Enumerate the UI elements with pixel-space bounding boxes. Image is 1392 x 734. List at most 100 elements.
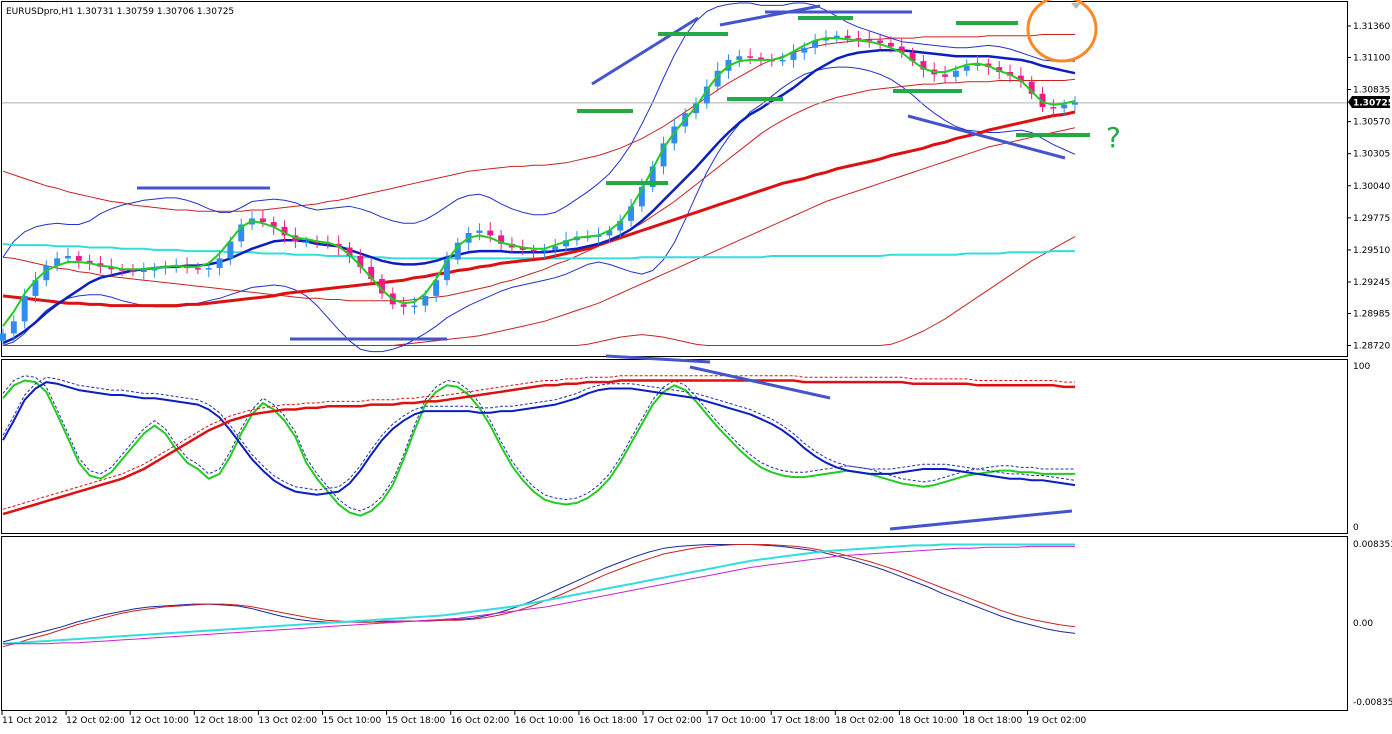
candle [64,248,71,264]
candle [1061,99,1068,116]
candle [920,55,927,78]
candle-body [1072,102,1078,105]
stoch-red-line [2,379,1075,516]
envelope-upper-line [2,34,1075,212]
candle-body [844,35,851,39]
stoch-green-signal-line [2,375,1075,512]
candle [909,47,916,66]
price-axis-label: 1.29775 [1353,214,1390,224]
candle [194,262,201,275]
candle-body [32,280,39,296]
candle [238,218,245,248]
candle-body [216,258,223,269]
time-axis-label: 16 Oct 02:00 [451,716,510,726]
red-ma-line [2,110,1076,308]
stoch-trendline-1[interactable] [605,354,711,364]
candle-body [660,143,667,167]
axes-layer: 1.31360 1.31100 1.30835 1.30570 1.30305 1.300… [1,22,1392,726]
candle-body [1039,93,1046,108]
candle-body [530,249,537,252]
candle-body [790,52,797,60]
candle [541,243,548,259]
candle [75,251,82,269]
candle [54,251,61,272]
candle [779,52,786,66]
time-axis-label: 18 Oct 02:00 [835,716,894,726]
candle-body [628,206,635,221]
candle [812,33,819,55]
candle-body [822,38,829,41]
candle-body [129,270,136,272]
candle-body [519,247,526,250]
candle-body [801,47,808,53]
candle-body [649,166,656,187]
candle [379,274,385,299]
trendline-1[interactable] [591,16,699,86]
candle [649,160,656,192]
macd-blue-line [2,544,1076,643]
candle-body [498,235,505,244]
time-axis-label: 12 Oct 10:00 [130,716,189,726]
candle [357,249,364,274]
macd-layer [2,543,1076,648]
candle [898,38,905,59]
chart-shift-marker[interactable] [1071,3,1081,9]
candle-body [563,240,570,247]
candle-body [108,266,115,270]
time-axis-label: 16 Oct 18:00 [579,716,638,726]
candle-body [855,38,862,40]
candle-body [1061,104,1068,109]
candle-body [1050,107,1057,109]
current-price-label: 1.30725 [1353,99,1392,109]
candle-body [714,70,721,87]
time-axis-label: 17 Oct 18:00 [771,716,830,726]
candle-body [638,186,645,207]
stoch-trendline-2[interactable] [689,365,831,400]
candle [454,237,461,265]
candle-body [259,218,266,223]
stoch-blue-signal-line [2,376,1076,491]
candle-body [379,278,385,294]
highlight-circle[interactable] [1026,0,1098,63]
stoch-red-signal-line [2,375,1075,510]
current-price-tag: 1.30725 [1348,96,1392,109]
price-axis-label: 1.31100 [1353,53,1390,63]
candle-body [736,56,743,60]
symbol-info-text: EURUSDpro,H1 1.30731 1.30759 1.30706 1.3… [6,7,234,17]
candle-body [10,321,17,334]
envelope-lower-line-2 [3,236,1076,346]
trendline-annotations [137,0,1098,531]
time-axis-label: 13 Oct 02:00 [258,716,317,726]
time-axis-label: 15 Oct 10:00 [323,716,382,726]
candle-body [75,255,82,261]
candle-body [346,247,353,256]
bollinger-upper-line [2,2,1075,258]
candle-body [920,61,927,70]
candle [671,118,678,151]
stoch-trendline-3[interactable] [889,509,1073,531]
candle [443,251,450,286]
candle [400,297,407,315]
trendline-6[interactable] [907,114,1066,160]
candle-body [64,255,71,259]
trendline-2[interactable] [719,4,821,27]
candle-body [703,86,710,104]
stoch-green-line [2,379,1075,517]
price-axis-label: 1.30040 [1353,182,1390,192]
price-axis-label: 1.30835 [1353,86,1390,96]
price-axis-label: 1.31360 [1353,22,1390,32]
candle-body [422,295,429,306]
stoch-axis-label: 0 [1353,523,1359,533]
candle [140,262,147,280]
candle-body [194,268,201,270]
candle-body [909,52,916,62]
candle [1017,67,1024,88]
candle [747,48,754,65]
candle-body [140,270,147,272]
candle-body [974,63,981,66]
macd-magenta-line [3,545,1075,645]
candle-body [433,280,440,296]
price-axis-label: 1.30305 [1353,150,1390,160]
